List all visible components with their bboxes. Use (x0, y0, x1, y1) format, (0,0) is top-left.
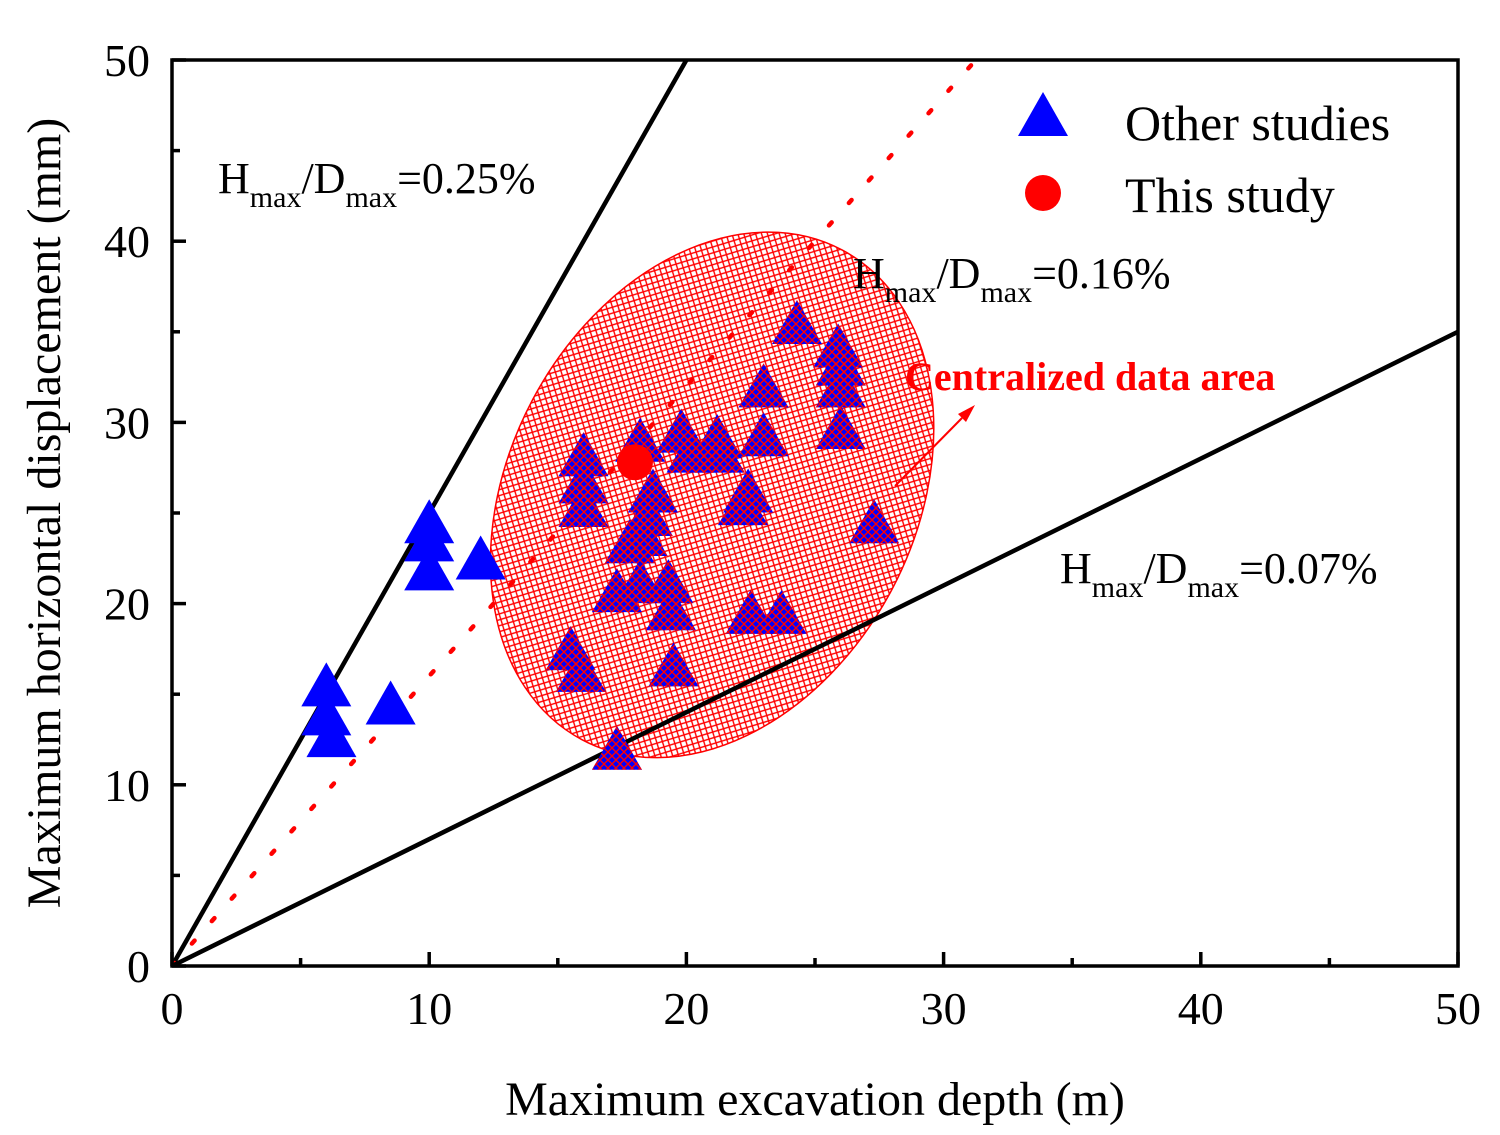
data-point-other-studies (306, 713, 357, 758)
data-point-other-studies (455, 535, 506, 580)
y-tick-label: 50 (104, 35, 150, 86)
legend-label-other-studies: Other studies (1125, 95, 1390, 151)
data-point-hatch-overlay (645, 586, 696, 631)
data-point-hatch-overlay (558, 482, 609, 527)
points-layer (301, 299, 900, 770)
y-tick-label: 30 (104, 397, 150, 448)
x-tick-label: 0 (161, 983, 184, 1034)
data-point-hatch-overlay (558, 432, 609, 477)
data-point-hatch-overlay (723, 468, 774, 513)
data-point-hatch-overlay (643, 559, 694, 604)
legend-label-this-study: This study (1125, 167, 1335, 223)
y-tick-label: 40 (104, 216, 150, 267)
region-label: Centralized data area (905, 354, 1275, 399)
data-point-hatch-overlay (622, 492, 673, 537)
legend: Other studies This study (1018, 92, 1390, 223)
ticks-layer: 0 10 20 30 40 50 0 10 20 30 40 50 (104, 35, 1481, 1034)
y-tick-label: 20 (104, 579, 150, 630)
region-layer (489, 231, 935, 759)
data-point-hatch-overlay (627, 468, 678, 513)
data-point-other-studies (301, 662, 352, 707)
data-point-hatch-overlay (813, 323, 864, 368)
y-tick-label: 10 (104, 760, 150, 811)
data-point-hatch-overlay (648, 642, 699, 687)
data-point-hatch-overlay (558, 459, 609, 504)
ratio-line-007 (172, 329, 1458, 966)
y-tick-label: 0 (127, 941, 150, 992)
data-point-hatch-overlay (738, 412, 789, 457)
data-point-hatch-overlay (694, 428, 745, 473)
x-tick-label: 50 (1435, 983, 1481, 1034)
x-tick-label: 30 (921, 983, 967, 1034)
data-point-hatch-overlay (815, 405, 866, 450)
data-point-hatch-overlay (849, 499, 900, 544)
legend-triangle-marker (1018, 92, 1068, 136)
data-point-hatch-overlay (771, 299, 822, 344)
y-axis-title: Maximum horizontal displacement (mm) (18, 118, 71, 908)
ratio-label-007: Hmax/Dmax=0.07% (1060, 544, 1378, 604)
x-axis-title: Maximum excavation depth (m) (505, 1073, 1125, 1126)
region-arrow-line (894, 417, 963, 487)
data-point-hatch-overlay (591, 725, 642, 770)
region-arrow-head (958, 405, 975, 422)
data-point-other-studies (404, 546, 455, 591)
x-tick-label: 40 (1178, 983, 1224, 1034)
data-point-hatch-overlay (615, 417, 666, 462)
data-point-hatch-overlay (555, 647, 606, 692)
data-point-other-studies (365, 680, 416, 725)
data-point-hatch-overlay (815, 363, 866, 408)
centralized-data-region (489, 231, 935, 759)
data-point-other-studies (301, 691, 352, 736)
x-tick-label: 20 (663, 983, 709, 1034)
legend-circle-marker (1025, 175, 1061, 211)
ratio-label-016: Hmax/Dmax=0.16% (853, 249, 1171, 309)
data-point-hatch-overlay (738, 363, 789, 408)
data-point-hatch-overlay (756, 589, 807, 634)
x-tick-label: 10 (406, 983, 452, 1034)
ratio-label-025: Hmax/Dmax=0.25% (218, 154, 536, 214)
data-point-other-studies (404, 517, 455, 562)
